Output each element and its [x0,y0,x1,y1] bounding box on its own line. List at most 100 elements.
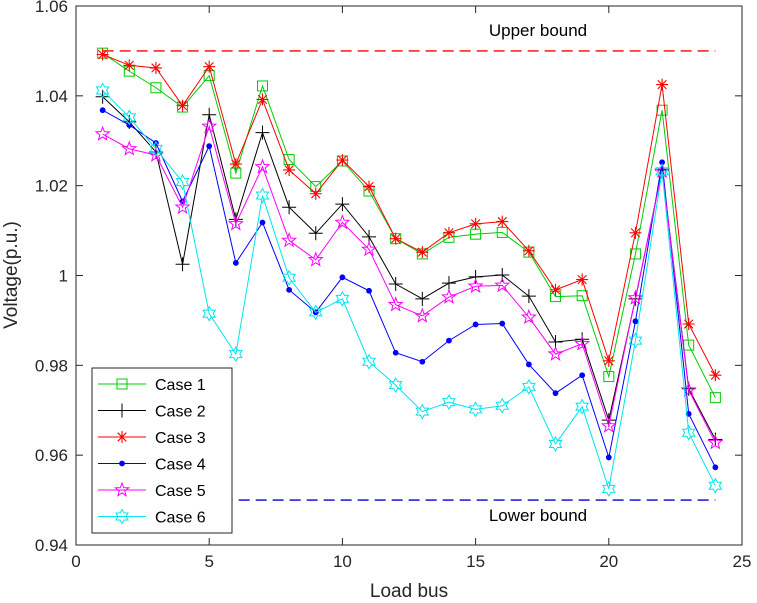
y-tick-label: 1.02 [35,177,68,196]
case-4-point [525,361,532,368]
case-6-point [708,477,723,494]
legend-marker-case-3 [116,431,128,443]
case-3-point [149,61,162,74]
legend-marker-case-4 [119,460,125,467]
case-6-point [468,401,483,418]
case-4-point [339,274,346,281]
legend-marker-case-5 [113,481,131,497]
legend-label-case-6: Case 6 [155,510,206,527]
case-4-point [286,286,293,293]
case-1-point [603,371,615,383]
case-4-point [99,107,106,114]
case-5-point [201,117,218,134]
case-6-point [122,109,137,126]
case-4-point [499,320,506,327]
x-tick-label: 0 [71,552,80,571]
case-5-point [227,215,244,231]
case-5-point [467,277,484,294]
case-5-point [520,308,537,325]
x-tick-label: 25 [733,552,752,571]
case-5-point [627,289,644,305]
case-3-point [96,48,109,61]
case-4-point [605,454,612,461]
case-5-point [254,158,271,174]
case-3-point [389,232,402,245]
case-3-point [576,273,589,286]
case-3-point [176,99,189,112]
y-tick-label: 1.06 [35,0,68,16]
case-5-point [121,140,138,156]
case-2-point [335,197,350,212]
case-5-point [440,288,458,304]
legend-label-case-3: Case 3 [155,430,206,447]
case-3-point [442,226,455,239]
legend-label-case-4: Case 4 [155,457,206,474]
y-tick-label: 0.96 [35,446,68,465]
case-4-point [579,372,586,379]
case-4-point [259,219,266,226]
case-2-point [521,289,536,304]
case-6-point [575,398,590,415]
case-3-point [549,283,562,296]
y-tick-label: 0.94 [35,536,68,555]
legend-label-case-2: Case 2 [155,404,206,421]
case-6-point [601,480,616,497]
y-tick-label: 1.04 [35,87,68,106]
case-2-point [175,257,190,272]
case-5-point [307,251,324,267]
case-3-point [283,163,296,176]
legend-label-case-5: Case 5 [155,483,206,500]
case-6-point [148,140,163,157]
case-3-point [469,217,482,230]
y-tick-label: 1 [59,267,68,286]
x-tick-label: 15 [466,552,485,571]
case-3-point [256,93,269,106]
case-6-point [628,332,643,349]
case-5-point [94,125,111,141]
case-1-point [256,80,268,92]
case-4-point [206,143,213,150]
case-3-line [102,54,716,376]
case-5-point [334,214,351,230]
case-6-point [228,346,243,363]
case-4-point [472,321,479,328]
case-2-point [441,276,456,291]
case-5-point [147,146,164,162]
case-3-point [123,59,136,72]
case-4-point [552,390,559,397]
case-1-point [629,248,641,260]
case-6-point [202,305,217,322]
case-3-point [709,369,722,382]
case-3-point [682,318,695,331]
case-4-point [366,287,372,294]
y-tick-label: 0.98 [35,356,68,375]
case-3-series [96,48,722,382]
x-tick-label: 5 [204,552,213,571]
case-4-point [446,337,452,344]
case-4-point [712,464,719,471]
y-axis-label: Voltage(p.u.) [1,221,22,329]
case-6-series [95,82,723,497]
upper-bound-annotation: Upper bound [489,21,587,40]
case-4-series [99,107,719,471]
x-tick-label: 20 [599,552,618,571]
case-4-point [392,349,399,356]
case-2-point [468,269,483,284]
case-3-point [522,244,535,257]
axes-box [75,5,743,546]
case-5-point [574,335,591,351]
case-3-point [203,60,216,73]
case-4-point [632,318,639,325]
case-3-point [656,78,669,91]
case-3-point [309,187,322,200]
case-5-point [600,417,617,433]
case-2-point [388,277,403,292]
legend-marker-case-1 [116,378,128,390]
case-6-point [335,290,350,307]
case-5-point [547,345,564,361]
case-3-point [496,215,509,228]
case-5-point [281,232,298,248]
case-6-point [655,163,670,180]
case-2-point [255,125,270,140]
case-6-point [681,424,696,441]
